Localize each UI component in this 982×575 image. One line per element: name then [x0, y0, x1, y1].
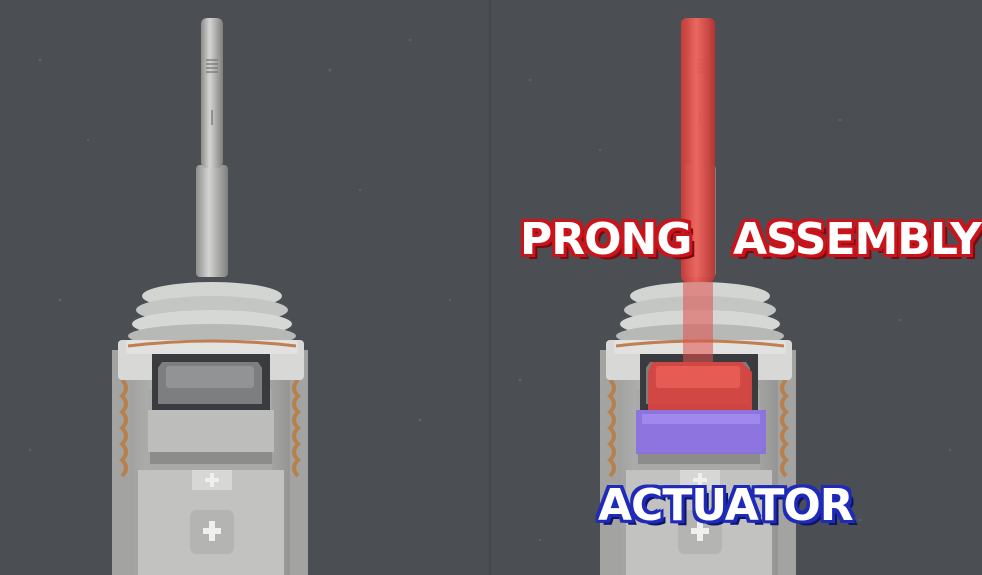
actuator-label: ACTUATOR: [597, 480, 855, 531]
prong-label: PRONG: [519, 214, 693, 265]
assembly-label: ASSEMBLY: [732, 214, 982, 265]
prong-highlight-translucent: [683, 282, 713, 362]
device-left: [110, 16, 310, 575]
device-right: [598, 16, 798, 575]
prong-highlight: [681, 18, 715, 282]
photo-divider: [489, 0, 491, 575]
